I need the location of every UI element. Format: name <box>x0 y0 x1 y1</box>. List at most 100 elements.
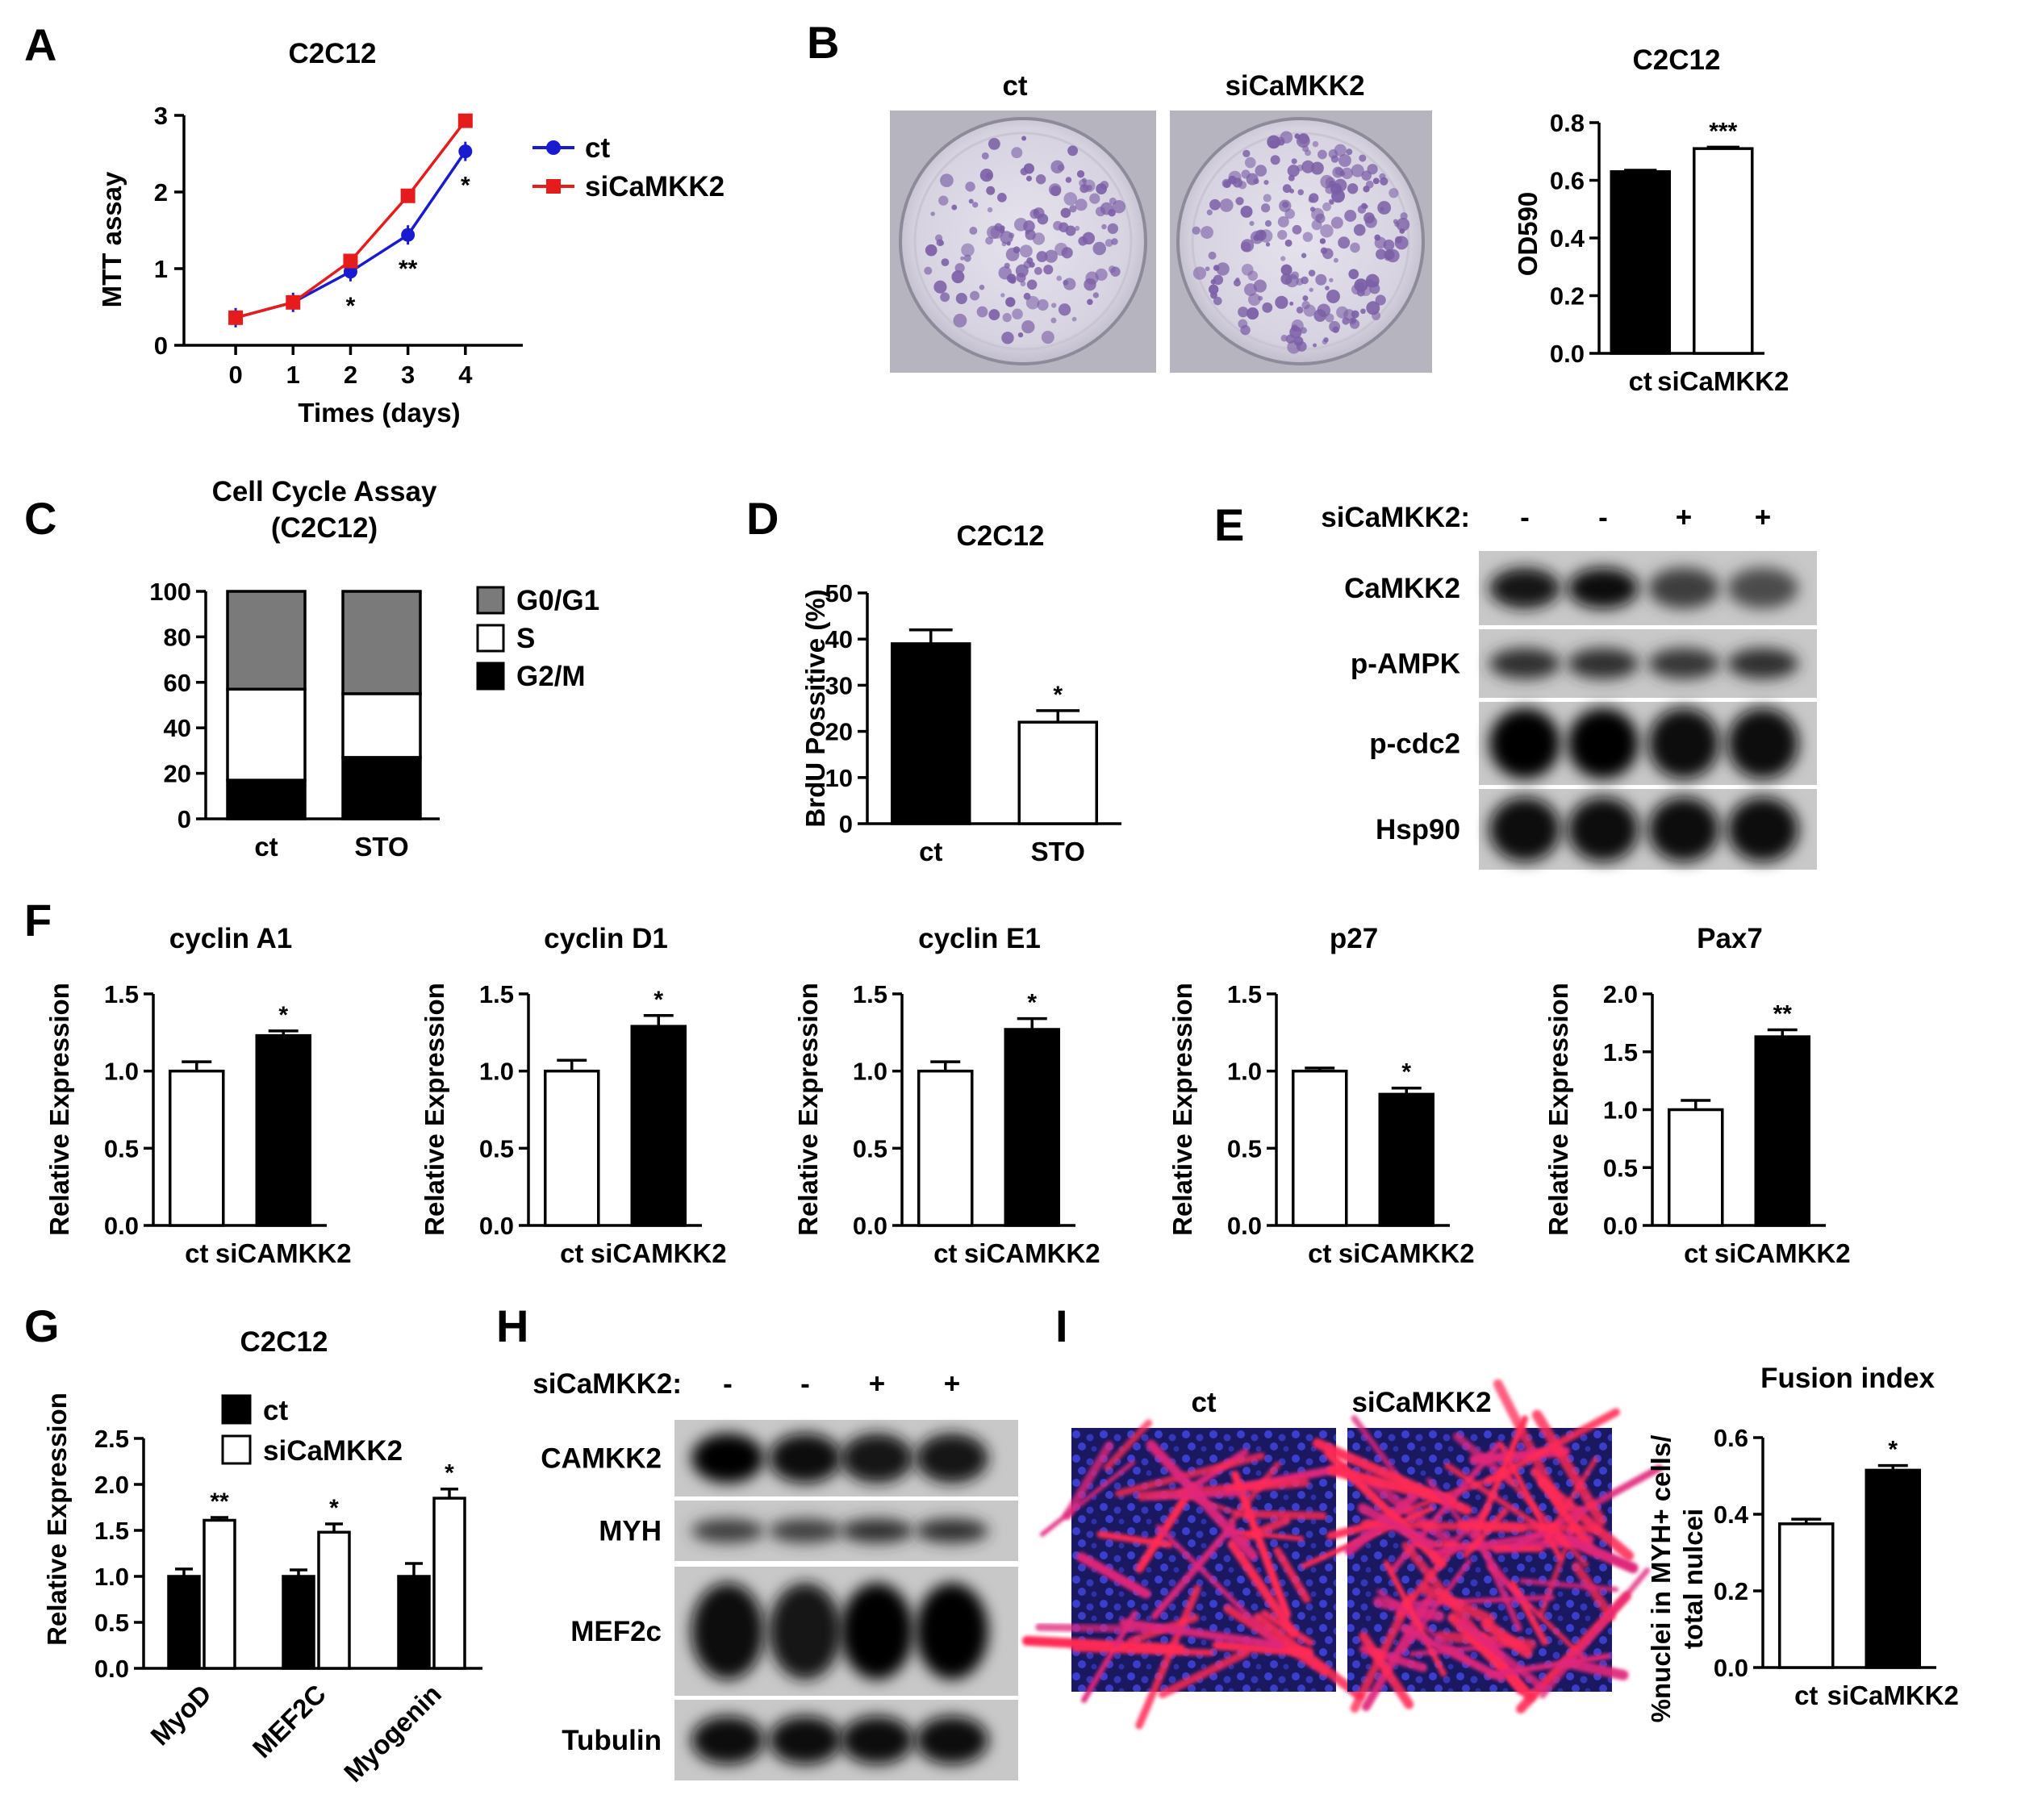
panel-b: B ct siCaMKK2 C2C12 0.00.20.40.60.8ct siC… <box>807 17 1789 396</box>
band-camkk2-lane-1 <box>691 1433 764 1484</box>
colony <box>1192 226 1201 235</box>
blot-label-camkk2: CaMKK2 <box>1344 573 1460 604</box>
colony <box>987 207 993 213</box>
panel-letter-d: D <box>746 493 779 544</box>
chart-title-cyclin-a1: cyclin A1 <box>169 923 292 954</box>
colony <box>1374 236 1387 249</box>
colony <box>1002 313 1012 323</box>
band-camkk2-lane-4 <box>916 1433 988 1484</box>
panel-e: E siCaMKK2: - - + + CaMKK2 p-AMPK p-cdc2 Hsp90 <box>1214 499 1817 870</box>
colony <box>1346 148 1353 156</box>
colony <box>1089 193 1100 204</box>
colony <box>1026 279 1038 290</box>
colony <box>1302 295 1309 302</box>
panel-f: F cyclin A1 Relative Expression 0.0 0.5 1.0 1… <box>24 895 1851 1268</box>
band-p-cdc2-lane-4 <box>1727 708 1798 779</box>
colony <box>1277 230 1288 240</box>
colony <box>1269 140 1279 148</box>
colony <box>1282 184 1292 194</box>
colony <box>1399 228 1405 234</box>
myotube <box>1273 1547 1311 1604</box>
x-tick-label-ct: ct <box>919 837 942 866</box>
myotube <box>1253 1613 1364 1701</box>
y-tick-label: 1.5 <box>853 980 887 1008</box>
lane-marker-1: - <box>723 1368 733 1400</box>
x-tick-label: 4 <box>458 361 473 389</box>
colony <box>1263 194 1272 202</box>
colony <box>1005 248 1020 261</box>
band-mef2c-lane-1 <box>691 1583 764 1680</box>
band-camkk2-lane-3 <box>841 1433 913 1484</box>
myotubes-ct <box>1021 1419 1389 1730</box>
myotube <box>1350 1592 1415 1713</box>
legend-swatch-s <box>476 624 505 653</box>
legend-label-ct-g: ct <box>263 1395 288 1426</box>
colony <box>979 284 985 290</box>
colony <box>1347 183 1359 194</box>
colony-plate-sicamkk2 <box>1170 111 1432 373</box>
colony <box>1376 248 1387 260</box>
band-p-cdc2-lane-2 <box>1568 708 1639 779</box>
legend-marker-ct <box>546 140 561 155</box>
myotube <box>1228 1461 1281 1525</box>
colony <box>999 225 1005 232</box>
significance-marker: ** <box>1773 1000 1793 1027</box>
legend-label-ct: ct <box>585 132 610 164</box>
colony <box>1210 278 1217 285</box>
data-point-ct <box>343 265 357 279</box>
data-point-sicamkk2 <box>457 113 473 128</box>
band-p-cdc2-lane-1 <box>1489 708 1560 779</box>
x-tick-label-sicamkk2: siCaMKK2 <box>1827 1680 1959 1710</box>
colony <box>1105 239 1113 248</box>
colony <box>1400 212 1408 220</box>
colony <box>1377 201 1392 215</box>
legend-label-sicamkk2-g: siCaMKK2 <box>263 1435 403 1467</box>
colony <box>1012 308 1023 320</box>
band-hsp90-lane-2 <box>1568 797 1639 862</box>
panel-g-axes: 0.0 0.5 1.0 1.5 2.0 2.5 ** MyoD * MEF2C * Myogenin <box>94 1425 482 1788</box>
y-tick-label: 1 <box>154 255 168 283</box>
y-tick-label: 0.6 <box>1714 1424 1748 1452</box>
myotube <box>1135 1584 1201 1730</box>
y-tick-label: 1.5 <box>1603 1038 1638 1067</box>
colony <box>1287 165 1300 177</box>
bar-sicamkk2 <box>1693 147 1754 355</box>
legend-label-g2m: G2/M <box>516 661 586 692</box>
colony <box>935 234 943 242</box>
significance-marker: ** <box>210 1488 229 1515</box>
colony <box>1322 202 1331 211</box>
colony <box>1262 302 1273 313</box>
x-tick-label-sicamkk2: siCAMKK2 <box>1338 1238 1475 1268</box>
colony <box>1375 294 1386 306</box>
myotube <box>1383 1559 1447 1677</box>
significance-marker: * <box>329 1495 339 1522</box>
y-tick-label: 0.2 <box>1550 282 1585 311</box>
colony <box>1351 317 1357 324</box>
band-camkk2-lane-2 <box>769 1433 841 1484</box>
colony <box>1092 292 1099 298</box>
significance-marker: * <box>1888 1437 1898 1463</box>
panel-d: D C2C12 0 10 20 30 40 50 ct STO * BrdU Possitive… <box>746 493 1121 866</box>
colony <box>1058 303 1071 316</box>
colony <box>961 243 975 257</box>
y-tick-label: 0.0 <box>479 1212 514 1240</box>
colony <box>1242 149 1251 157</box>
colony <box>1365 273 1380 288</box>
colony <box>951 204 958 211</box>
panel-i-title: Fusion index <box>1760 1363 1935 1394</box>
band-camkk2-lane-3 <box>1648 567 1719 609</box>
myotube <box>1230 1529 1305 1542</box>
stack-segment-s-ct <box>226 687 307 782</box>
colony <box>933 280 947 294</box>
colony <box>1280 264 1292 276</box>
colony <box>1001 241 1007 247</box>
bar-sicamkk2 <box>255 1033 311 1227</box>
colony <box>1296 134 1310 148</box>
colonies-sicamkk2 <box>1192 131 1410 354</box>
band-p-cdc2-lane-3 <box>1648 708 1719 779</box>
y-tick-label: 0 <box>839 810 853 838</box>
myotube <box>1420 1584 1495 1626</box>
panel-g: G C2C12 ct siCaMKK2 0.00.51.01.52.02.5**… <box>24 1300 482 1788</box>
y-tick-label: 0.8 <box>1550 109 1585 137</box>
myotube <box>1081 1610 1138 1703</box>
